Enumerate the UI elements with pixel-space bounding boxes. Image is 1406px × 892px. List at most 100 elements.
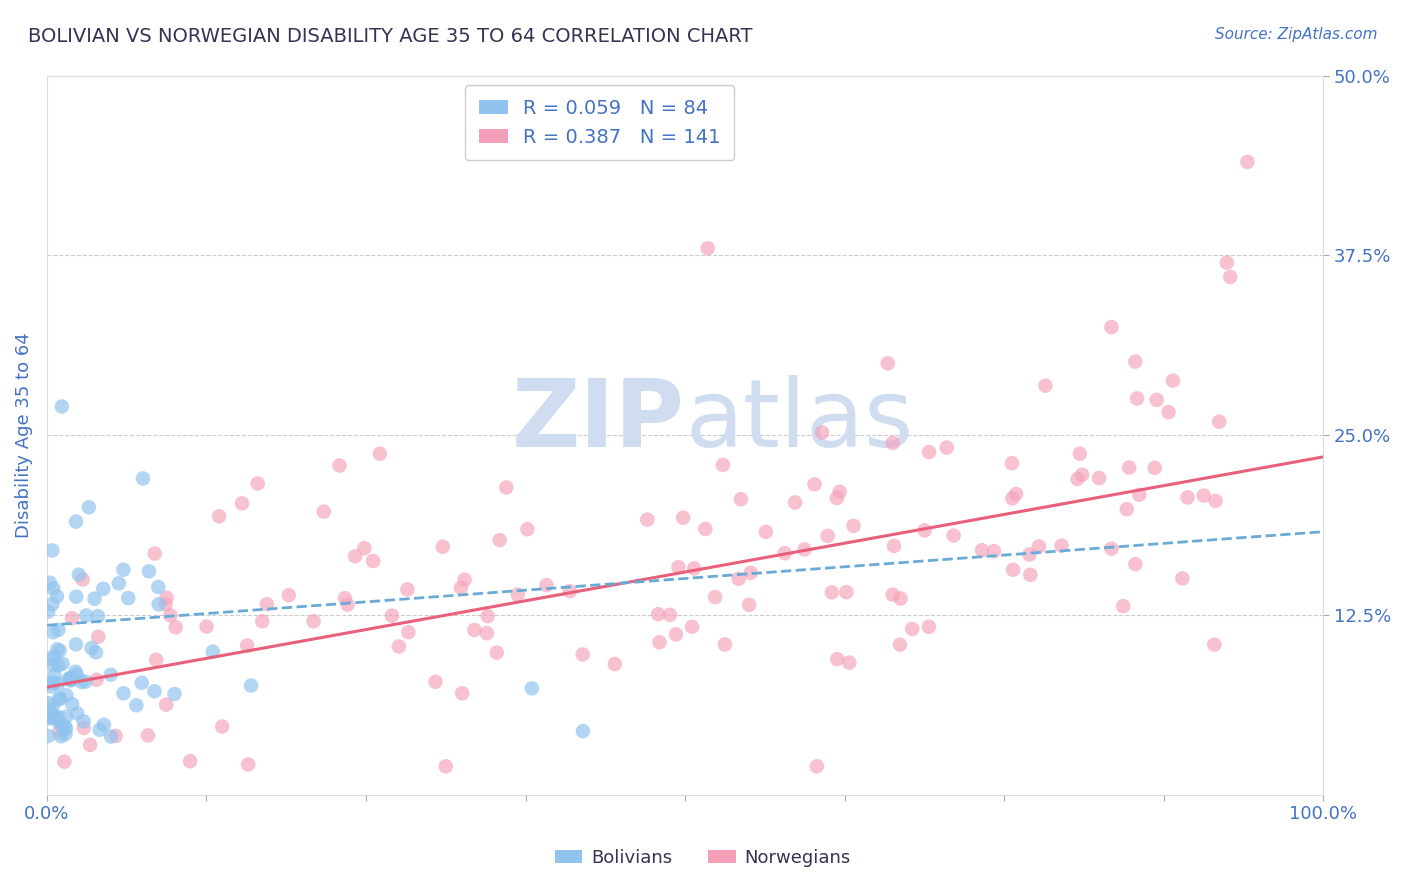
Point xyxy=(44,668,66,682)
Point xyxy=(1157,405,1180,419)
Point xyxy=(828,484,851,499)
Point xyxy=(520,681,543,696)
Point xyxy=(42,658,65,673)
Point xyxy=(659,607,682,622)
Point xyxy=(450,581,472,595)
Point xyxy=(48,623,70,637)
Point xyxy=(55,722,77,736)
Point xyxy=(48,725,70,739)
Point xyxy=(918,620,941,634)
Point xyxy=(1018,548,1040,562)
Point xyxy=(65,515,87,529)
Point xyxy=(1125,557,1147,571)
Point xyxy=(1143,461,1166,475)
Point xyxy=(48,643,70,657)
Point xyxy=(475,626,498,640)
Point xyxy=(695,522,717,536)
Point xyxy=(396,625,419,640)
Point xyxy=(83,591,105,606)
Point xyxy=(52,657,75,671)
Text: BOLIVIAN VS NORWEGIAN DISABILITY AGE 35 TO 64 CORRELATION CHART: BOLIVIAN VS NORWEGIAN DISABILITY AGE 35 … xyxy=(28,27,752,45)
Point xyxy=(42,710,65,724)
Point xyxy=(208,509,231,524)
Point xyxy=(983,544,1005,558)
Point xyxy=(48,691,70,706)
Point xyxy=(935,441,957,455)
Point xyxy=(603,657,626,671)
Point xyxy=(70,674,93,689)
Point xyxy=(876,356,898,370)
Point xyxy=(51,718,73,732)
Point xyxy=(821,585,844,599)
Point xyxy=(1101,320,1123,334)
Point xyxy=(59,673,82,687)
Point xyxy=(236,639,259,653)
Point xyxy=(333,591,356,606)
Point xyxy=(238,757,260,772)
Point xyxy=(231,496,253,510)
Point xyxy=(1118,460,1140,475)
Point xyxy=(463,623,485,637)
Point xyxy=(740,566,762,580)
Point xyxy=(636,513,658,527)
Point xyxy=(38,676,60,690)
Y-axis label: Disability Age 35 to 64: Disability Age 35 to 64 xyxy=(15,333,32,538)
Point xyxy=(165,620,187,634)
Point xyxy=(388,640,411,654)
Point xyxy=(495,481,517,495)
Point xyxy=(246,476,269,491)
Point xyxy=(889,638,911,652)
Point xyxy=(328,458,350,473)
Point xyxy=(75,608,97,623)
Point xyxy=(145,653,167,667)
Point xyxy=(647,607,669,621)
Point xyxy=(112,563,135,577)
Point xyxy=(79,738,101,752)
Point xyxy=(1171,571,1194,585)
Point xyxy=(48,692,70,706)
Point xyxy=(1071,467,1094,482)
Point xyxy=(506,587,529,601)
Point xyxy=(46,710,69,724)
Point xyxy=(125,698,148,713)
Point xyxy=(87,609,110,624)
Point xyxy=(1236,154,1258,169)
Point xyxy=(1019,567,1042,582)
Point xyxy=(336,598,359,612)
Point xyxy=(838,656,860,670)
Point xyxy=(59,673,82,688)
Point xyxy=(1128,488,1150,502)
Point xyxy=(302,615,325,629)
Point xyxy=(918,445,941,459)
Point xyxy=(1088,471,1111,485)
Point xyxy=(155,698,177,712)
Point xyxy=(1069,447,1091,461)
Point xyxy=(1066,472,1088,486)
Point xyxy=(93,717,115,731)
Point xyxy=(477,609,499,624)
Point xyxy=(59,671,82,685)
Point xyxy=(536,578,558,592)
Point xyxy=(453,573,475,587)
Point xyxy=(1101,541,1123,556)
Point xyxy=(159,608,181,623)
Point xyxy=(37,711,59,725)
Point xyxy=(100,667,122,681)
Point xyxy=(86,673,108,687)
Point xyxy=(117,591,139,605)
Point xyxy=(48,715,70,730)
Point xyxy=(773,546,796,560)
Point xyxy=(38,575,60,590)
Point xyxy=(1205,494,1227,508)
Point xyxy=(38,696,60,710)
Point xyxy=(62,672,84,686)
Point xyxy=(136,728,159,742)
Point xyxy=(148,580,170,594)
Point xyxy=(914,524,936,538)
Point xyxy=(155,598,177,612)
Point xyxy=(1204,638,1226,652)
Point xyxy=(1219,270,1241,285)
Point xyxy=(825,652,848,666)
Point xyxy=(42,698,65,713)
Point xyxy=(58,672,80,686)
